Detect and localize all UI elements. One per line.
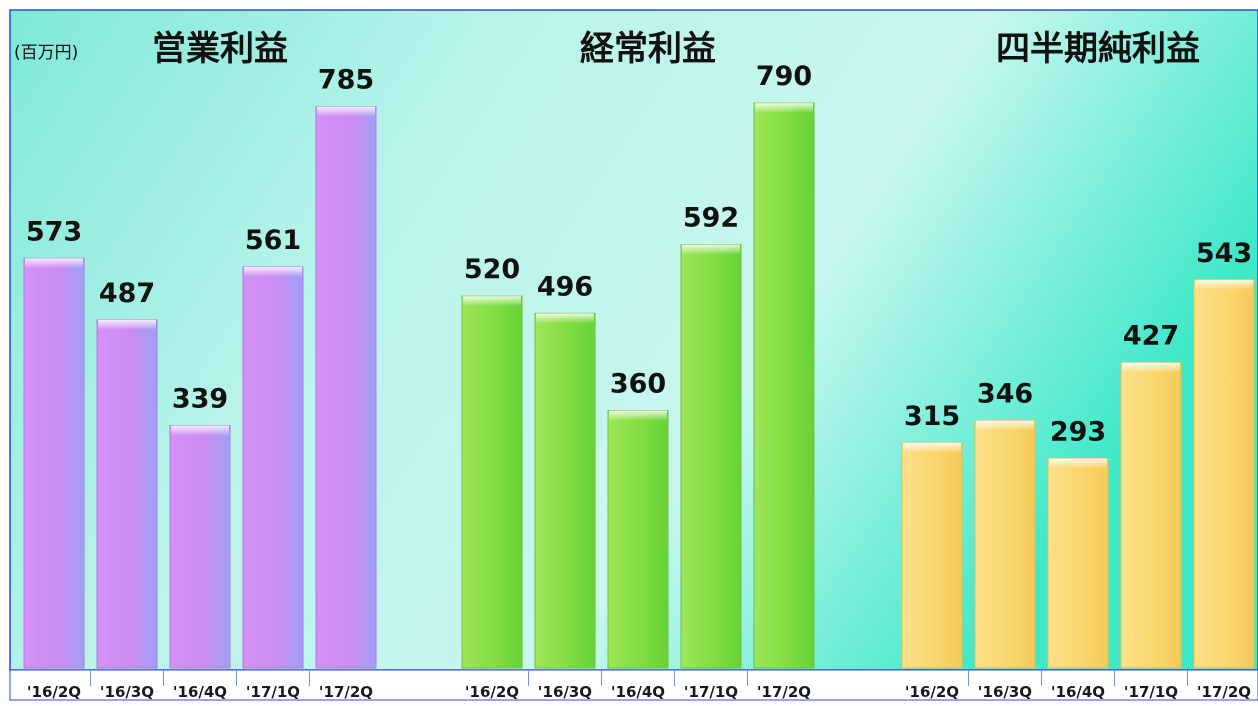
bar [1120, 362, 1182, 669]
panel-title-3: 四半期純利益 [996, 29, 1200, 69]
x-tick-label: '16/2Q [905, 683, 959, 701]
data-label: 315 [904, 401, 960, 432]
bar-highlight [682, 244, 740, 255]
panel-title-2: 経常利益 [580, 29, 716, 69]
axis-strip [9, 669, 1258, 701]
panel-title-1: 営業利益 [152, 29, 288, 69]
data-label: 496 [537, 271, 593, 302]
x-tick-label: '16/3Q [538, 683, 592, 701]
bar [534, 312, 596, 669]
data-label: 360 [610, 369, 666, 400]
bar-highlight [609, 410, 667, 421]
bar-highlight [1122, 362, 1180, 373]
bar-highlight [244, 266, 302, 277]
bar [1193, 279, 1255, 669]
bar-highlight [98, 319, 156, 330]
x-tick-label: '16/4Q [173, 683, 227, 701]
data-label: 785 [318, 65, 374, 96]
bar [607, 410, 669, 669]
x-tick-label: '16/3Q [978, 683, 1032, 701]
bar-highlight [25, 258, 83, 269]
x-tick-label: '17/1Q [684, 683, 738, 701]
bar [23, 257, 85, 669]
panels-group: 営業利益 573 '16/2Q 487 '16/3Q 339 '16/4Q 561 '17/1Q… [23, 29, 1255, 701]
bar [1047, 458, 1109, 669]
x-tick-label: '16/4Q [1051, 683, 1105, 701]
x-tick-label: '16/3Q [100, 683, 154, 701]
x-tick-label: '17/2Q [1197, 683, 1251, 701]
unit-label: (百万円) [14, 43, 78, 63]
data-label: 573 [26, 216, 82, 247]
bar-highlight [1049, 458, 1107, 469]
bar-highlight [976, 420, 1034, 431]
bar [753, 102, 815, 669]
bar [96, 319, 158, 669]
x-tick-label: '17/2Q [757, 683, 811, 701]
data-label: 487 [99, 278, 155, 309]
data-label: 520 [464, 254, 520, 285]
bar [315, 106, 377, 669]
bar [169, 425, 231, 669]
data-label: 293 [1050, 417, 1106, 448]
bar [461, 295, 523, 669]
bar [901, 442, 963, 669]
bar-highlight [317, 106, 375, 117]
bar [974, 420, 1036, 669]
bar-highlight [755, 103, 813, 114]
data-label: 427 [1123, 321, 1179, 352]
x-tick-label: '17/1Q [1124, 683, 1178, 701]
bar-highlight [463, 296, 521, 307]
x-tick-label: '17/1Q [246, 683, 300, 701]
data-label: 543 [1196, 238, 1252, 269]
bar [680, 244, 742, 669]
data-label: 561 [245, 225, 301, 256]
bar-highlight [171, 425, 229, 436]
bar [242, 266, 304, 669]
data-label: 790 [756, 61, 812, 92]
bar-highlight [536, 313, 594, 324]
x-tick-label: '16/2Q [465, 683, 519, 701]
bar-highlight [1195, 279, 1253, 290]
x-tick-label: '16/4Q [611, 683, 665, 701]
x-tick-label: '16/2Q [27, 683, 81, 701]
data-label: 592 [683, 203, 739, 234]
data-label: 339 [172, 384, 228, 415]
bar-highlight [903, 442, 961, 453]
x-tick-label: '17/2Q [319, 683, 373, 701]
data-label: 346 [977, 379, 1033, 410]
